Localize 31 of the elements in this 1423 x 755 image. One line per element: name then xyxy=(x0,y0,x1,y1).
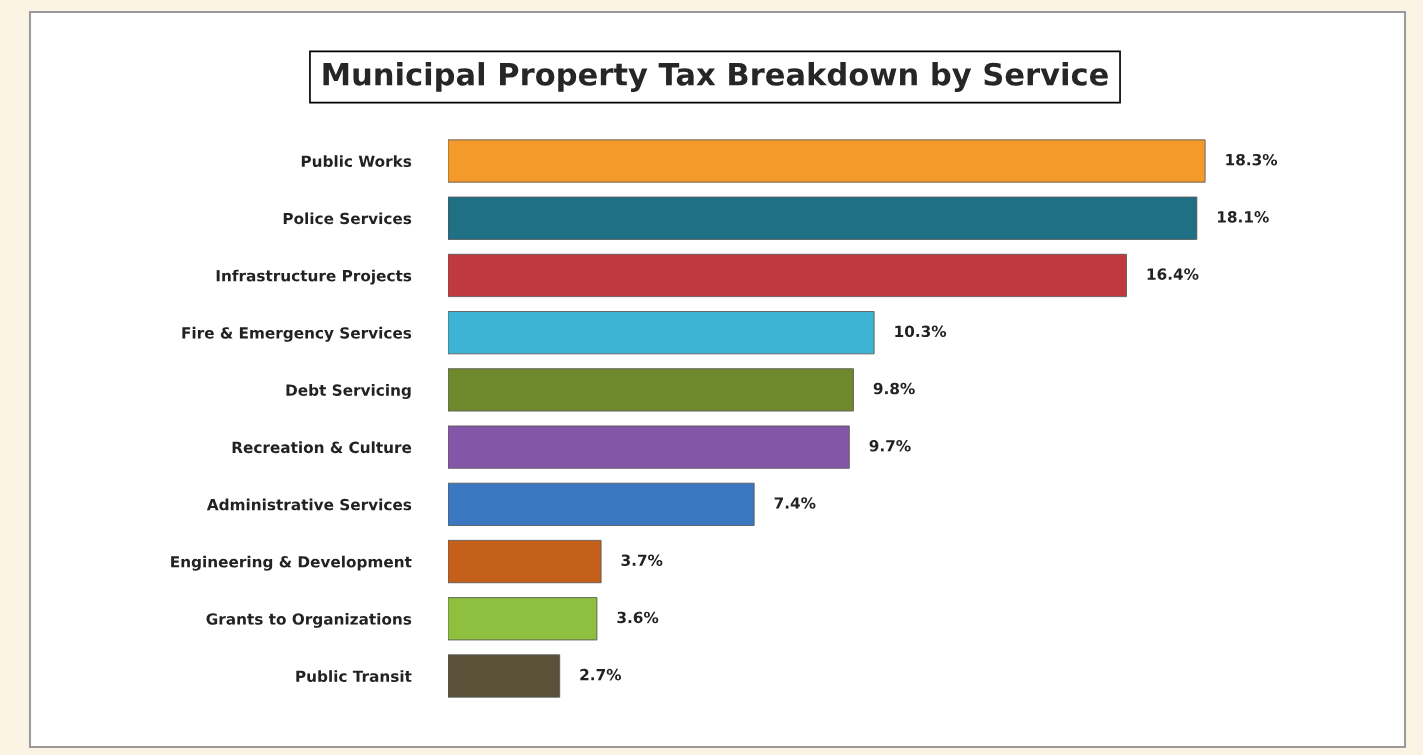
data-label: 3.7% xyxy=(621,554,663,566)
data-label: 18.1% xyxy=(1218,211,1269,223)
data-label: 10.3% xyxy=(895,325,947,338)
data-label: 7.4% xyxy=(774,497,816,509)
data-label: 18.3% xyxy=(1226,153,1278,166)
y-tick-label: Public Works xyxy=(301,155,412,168)
y-tick-label: Infrastructure Projects xyxy=(216,269,412,285)
bar xyxy=(448,539,602,584)
y-tick-label: Recreation & Culture xyxy=(232,441,412,454)
y-tick-label: Engineering & Development xyxy=(171,555,412,571)
data-label: 9.7% xyxy=(869,439,911,452)
y-tick-label: Police Services xyxy=(283,212,412,225)
data-label: 16.4% xyxy=(1147,268,1199,280)
bar xyxy=(448,425,850,469)
data-label: 3.6% xyxy=(617,611,659,624)
bar xyxy=(448,253,1127,298)
bar xyxy=(448,368,854,412)
bar xyxy=(448,654,561,698)
bar xyxy=(448,196,1198,240)
data-label: 9.8% xyxy=(873,382,915,395)
bar xyxy=(448,311,875,355)
chart-title: Municipal Property Tax Breakdown by Service xyxy=(323,62,1108,92)
bar xyxy=(448,597,598,641)
y-tick-label: Administrative Services xyxy=(206,498,412,511)
y-tick-label: Grants to Organizations xyxy=(206,612,412,628)
bar xyxy=(448,139,1206,183)
y-tick-label: Public Transit xyxy=(296,670,412,683)
y-tick-label: Fire & Emergency Services xyxy=(182,326,412,342)
y-tick-label: Debt Servicing xyxy=(286,384,411,399)
bar xyxy=(448,482,755,526)
data-label: 2.7% xyxy=(580,668,622,681)
